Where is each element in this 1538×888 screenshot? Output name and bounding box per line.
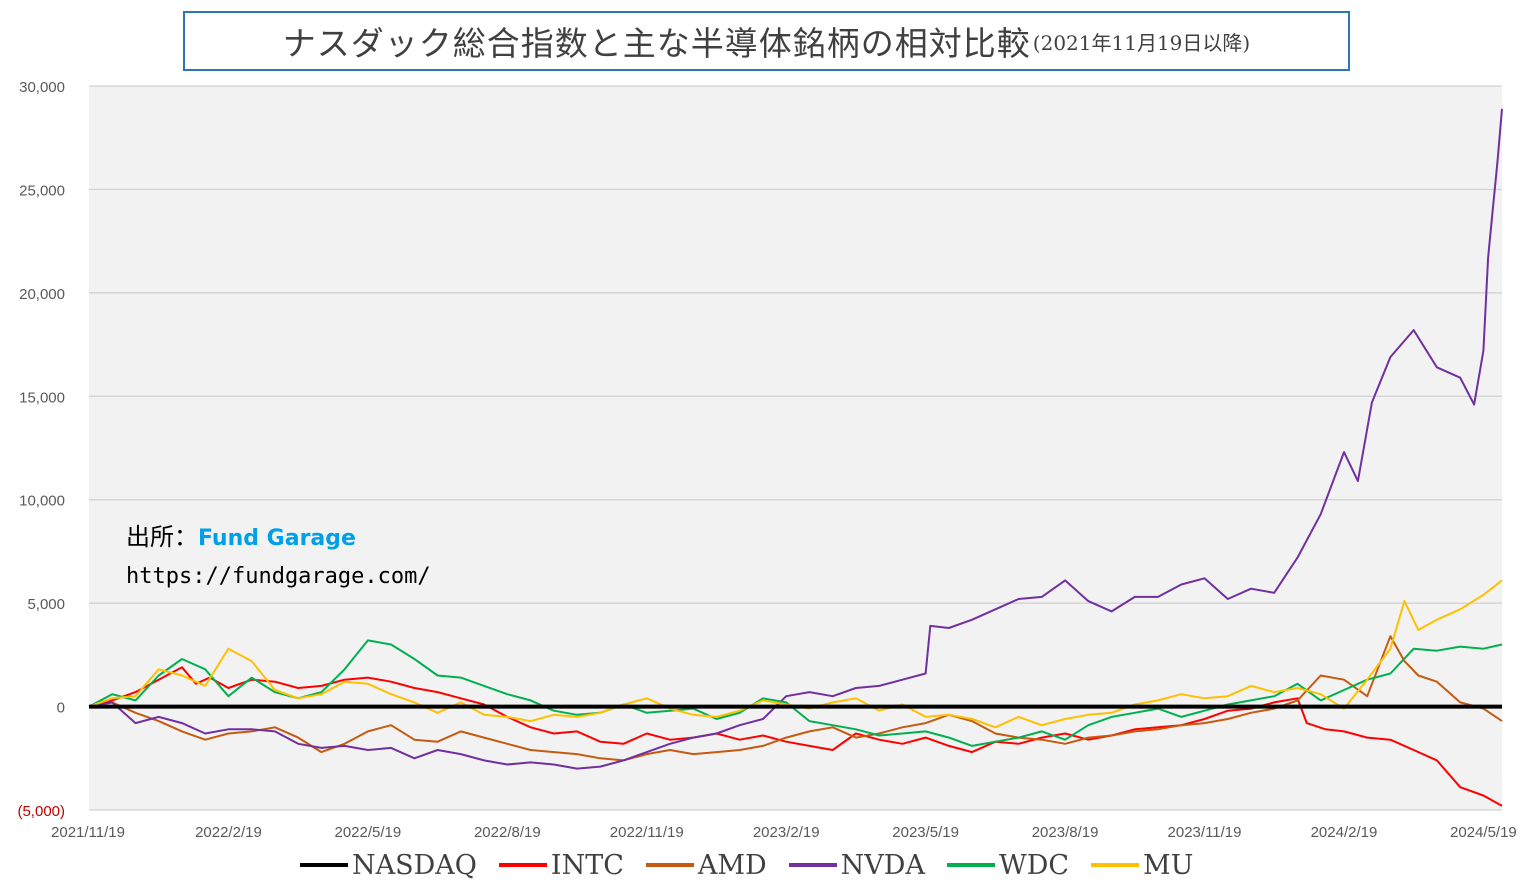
- x-tick-label: 2022/11/19: [610, 824, 684, 841]
- x-tick-label: 2024/2/19: [1311, 824, 1378, 841]
- x-tick-label: 2021/11/19: [51, 824, 125, 841]
- y-tick-label: 15,000: [19, 389, 65, 406]
- legend-label: WDC: [998, 849, 1070, 881]
- series-line-intc: [88, 666, 1503, 807]
- x-tick-label: 2023/5/19: [892, 824, 959, 841]
- legend-label: NVDA: [840, 849, 925, 881]
- chart-legend: NASDAQ INTC AMD NVDA WDC MU: [300, 846, 1260, 884]
- chart-subtitle: (2021年11月19日以降): [1032, 30, 1251, 55]
- y-tick-label: 30,000: [19, 79, 65, 96]
- legend-item-mu: MU: [1091, 850, 1193, 881]
- y-tick-label: 10,000: [19, 493, 65, 510]
- x-tick-label: 2023/11/19: [1168, 824, 1242, 841]
- x-tick-label: 2024/5/19: [1450, 824, 1517, 841]
- x-tick-label: 2022/5/19: [335, 824, 402, 841]
- legend-item-intc: INTC: [498, 849, 624, 881]
- legend-swatch: [498, 863, 547, 867]
- series-line-wdc: [88, 639, 1503, 747]
- series-line-nvda: [88, 108, 1503, 770]
- legend-swatch: [788, 863, 837, 867]
- legend-label: NASDAQ: [352, 849, 477, 881]
- legend-swatch: [1091, 863, 1140, 867]
- source-name: Fund Garage: [198, 526, 356, 551]
- x-tick-label: 2023/8/19: [1032, 824, 1099, 841]
- legend-label: INTC: [550, 849, 624, 881]
- source-url: https://fundgarage.com/: [126, 564, 431, 589]
- legend-label: AMD: [697, 849, 767, 881]
- x-tick-label: 2023/2/19: [753, 824, 820, 841]
- y-tick-label: 0: [57, 700, 65, 717]
- y-tick-label: 25,000: [19, 182, 65, 199]
- legend-swatch: [645, 863, 694, 867]
- legend-item-nvda: NVDA: [788, 849, 925, 881]
- source-prefix: 出所：: [126, 523, 198, 551]
- chart-title: ナスダック総合指数と主な半導体銘柄の相対比較: [282, 24, 1031, 63]
- x-tick-label: 2022/2/19: [195, 824, 262, 841]
- series-line-amd: [88, 635, 1503, 762]
- legend-item-wdc: WDC: [946, 849, 1070, 881]
- chart-title-box: ナスダック総合指数と主な半導体銘柄の相対比較 (2021年11月19日以降): [183, 11, 1350, 71]
- x-tick-label: 2022/8/19: [474, 824, 541, 841]
- legend-item-amd: AMD: [645, 849, 767, 881]
- source-label: 出所：Fund Garage: [126, 517, 356, 552]
- legend-label: MU: [1143, 849, 1194, 881]
- y-tick-label: 5,000: [27, 596, 65, 613]
- y-tick-label: 20,000: [19, 286, 65, 303]
- legend-swatch: [300, 863, 348, 867]
- legend-item-nasdaq: NASDAQ: [300, 850, 477, 881]
- legend-swatch: [946, 863, 995, 867]
- y-tick-label: (5,000): [17, 803, 65, 820]
